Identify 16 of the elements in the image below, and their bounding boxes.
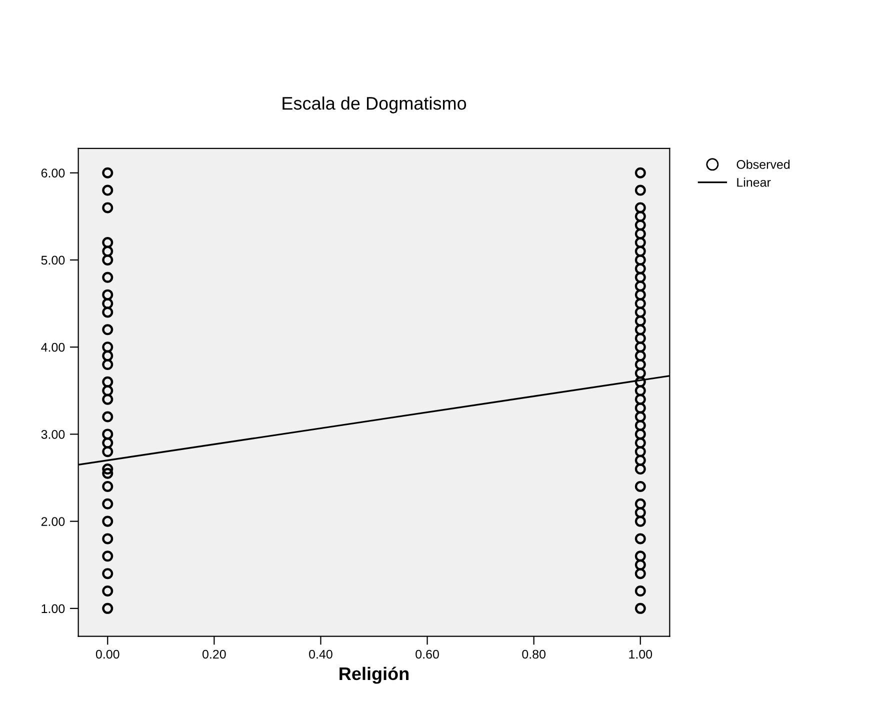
y-tick-label: 2.00: [41, 517, 65, 526]
chart-title: Escala de Dogmatismo: [282, 96, 466, 114]
y-tick-label: 3.00: [41, 430, 65, 439]
y-tick-label: 5.00: [41, 256, 65, 265]
x-axis-title: Religión: [340, 666, 408, 684]
x-tick-label: 0.40: [309, 650, 332, 659]
legend-label: Observed: [736, 160, 790, 169]
x-tick-label: 0.60: [416, 650, 439, 659]
x-tick-label: 0.20: [202, 650, 226, 659]
x-tick-label: 1.00: [629, 650, 652, 659]
x-tick-label: 0.80: [522, 650, 546, 659]
y-tick-label: 4.00: [41, 342, 65, 352]
y-tick-label: 1.00: [42, 604, 65, 614]
legend-label: Linear: [737, 178, 771, 187]
x-tick-label: 0.00: [96, 650, 120, 659]
y-tick-label: 6.00: [41, 168, 65, 178]
